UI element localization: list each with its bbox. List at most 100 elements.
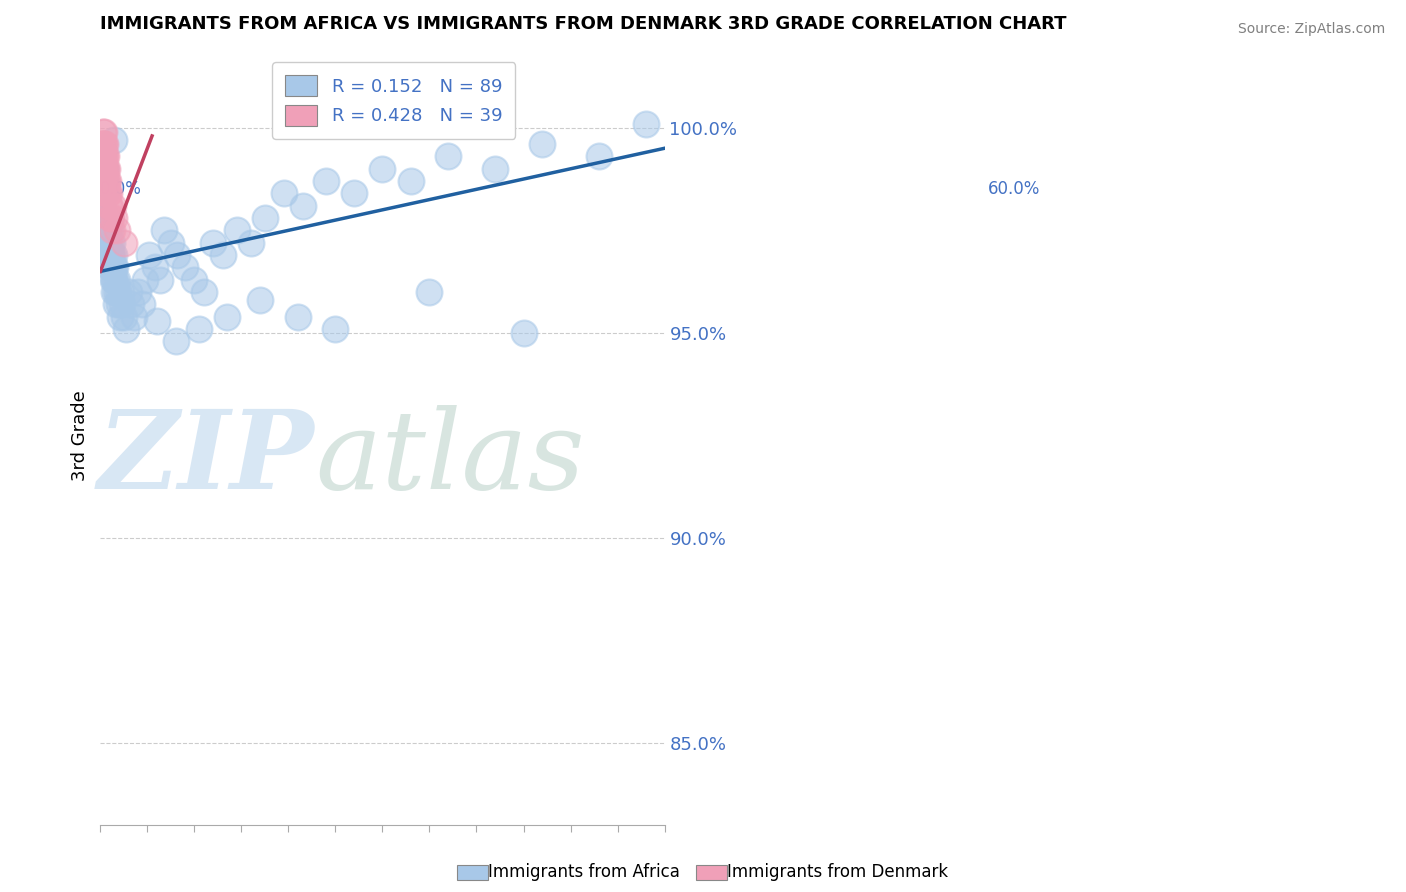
Point [93,161,115,176]
Point [138,248,160,262]
Text: ZIP: ZIP [98,405,315,513]
Point [94,186,117,201]
Point [96,174,118,188]
Point [105,272,128,286]
Point [97,186,120,201]
Point [165,334,187,348]
Point [202,235,225,250]
Point [100,248,122,262]
Point [103,260,125,275]
Point [91,174,114,188]
Point [103,133,125,147]
Point [211,248,233,262]
Point [94,174,117,188]
Point [143,260,166,275]
Point [91,137,114,152]
Point [100,211,122,225]
Point [90,186,112,201]
Point [93,161,115,176]
Point [94,186,117,201]
Point [253,211,276,225]
Point [437,149,460,163]
Point [249,293,271,307]
Point [531,137,554,152]
Point [98,199,121,213]
Point [287,310,309,324]
Point [90,174,112,188]
Point [103,285,125,299]
Text: atlas: atlas [315,405,585,513]
Point [91,137,114,152]
Point [239,235,262,250]
Point [105,297,128,311]
Point [91,149,114,163]
Point [103,272,125,286]
Point [96,211,118,225]
Legend: R = 0.152   N = 89, R = 0.428   N = 39: R = 0.152 N = 89, R = 0.428 N = 39 [273,62,515,138]
Point [94,137,117,152]
Point [94,248,117,262]
Point [112,235,135,250]
Point [225,223,247,237]
Point [91,174,114,188]
Point [97,235,120,250]
Point [183,272,205,286]
Point [91,223,114,237]
Point [634,117,657,131]
Text: Immigrants from Denmark: Immigrants from Denmark [727,863,948,881]
Text: 0.0%: 0.0% [100,180,142,198]
Point [94,223,117,237]
Point [111,297,134,311]
Point [100,235,122,250]
Point [588,149,610,163]
Point [103,248,125,262]
Point [193,285,215,299]
Point [399,174,422,188]
Text: 60.0%: 60.0% [988,180,1040,198]
Point [103,211,125,225]
Point [97,186,120,201]
Point [104,272,127,286]
Point [108,297,131,311]
Point [90,161,112,176]
Point [101,199,124,213]
Point [108,310,131,324]
Point [94,149,117,163]
Point [96,186,118,201]
Point [97,248,120,262]
Point [101,260,124,275]
Point [91,149,114,163]
Point [94,161,117,176]
Point [98,235,121,250]
Point [174,260,197,275]
Point [94,235,117,250]
Point [90,174,112,188]
Point [371,161,394,176]
Point [93,149,115,163]
Point [93,125,115,139]
Point [188,322,211,336]
Point [104,260,127,275]
Point [166,248,188,262]
Point [91,211,114,225]
Point [93,186,115,201]
Point [117,285,139,299]
Point [97,199,120,213]
Text: Immigrants from Africa: Immigrants from Africa [488,863,679,881]
Point [91,174,114,188]
Point [91,125,114,139]
Point [94,174,117,188]
Point [91,149,114,163]
Point [273,186,295,201]
Point [107,285,129,299]
Point [146,313,169,327]
Point [114,322,136,336]
Point [160,235,183,250]
Point [98,223,121,237]
Point [131,297,153,311]
Point [91,186,114,201]
Point [110,285,132,299]
Point [97,260,120,275]
Point [105,223,128,237]
Point [149,272,172,286]
